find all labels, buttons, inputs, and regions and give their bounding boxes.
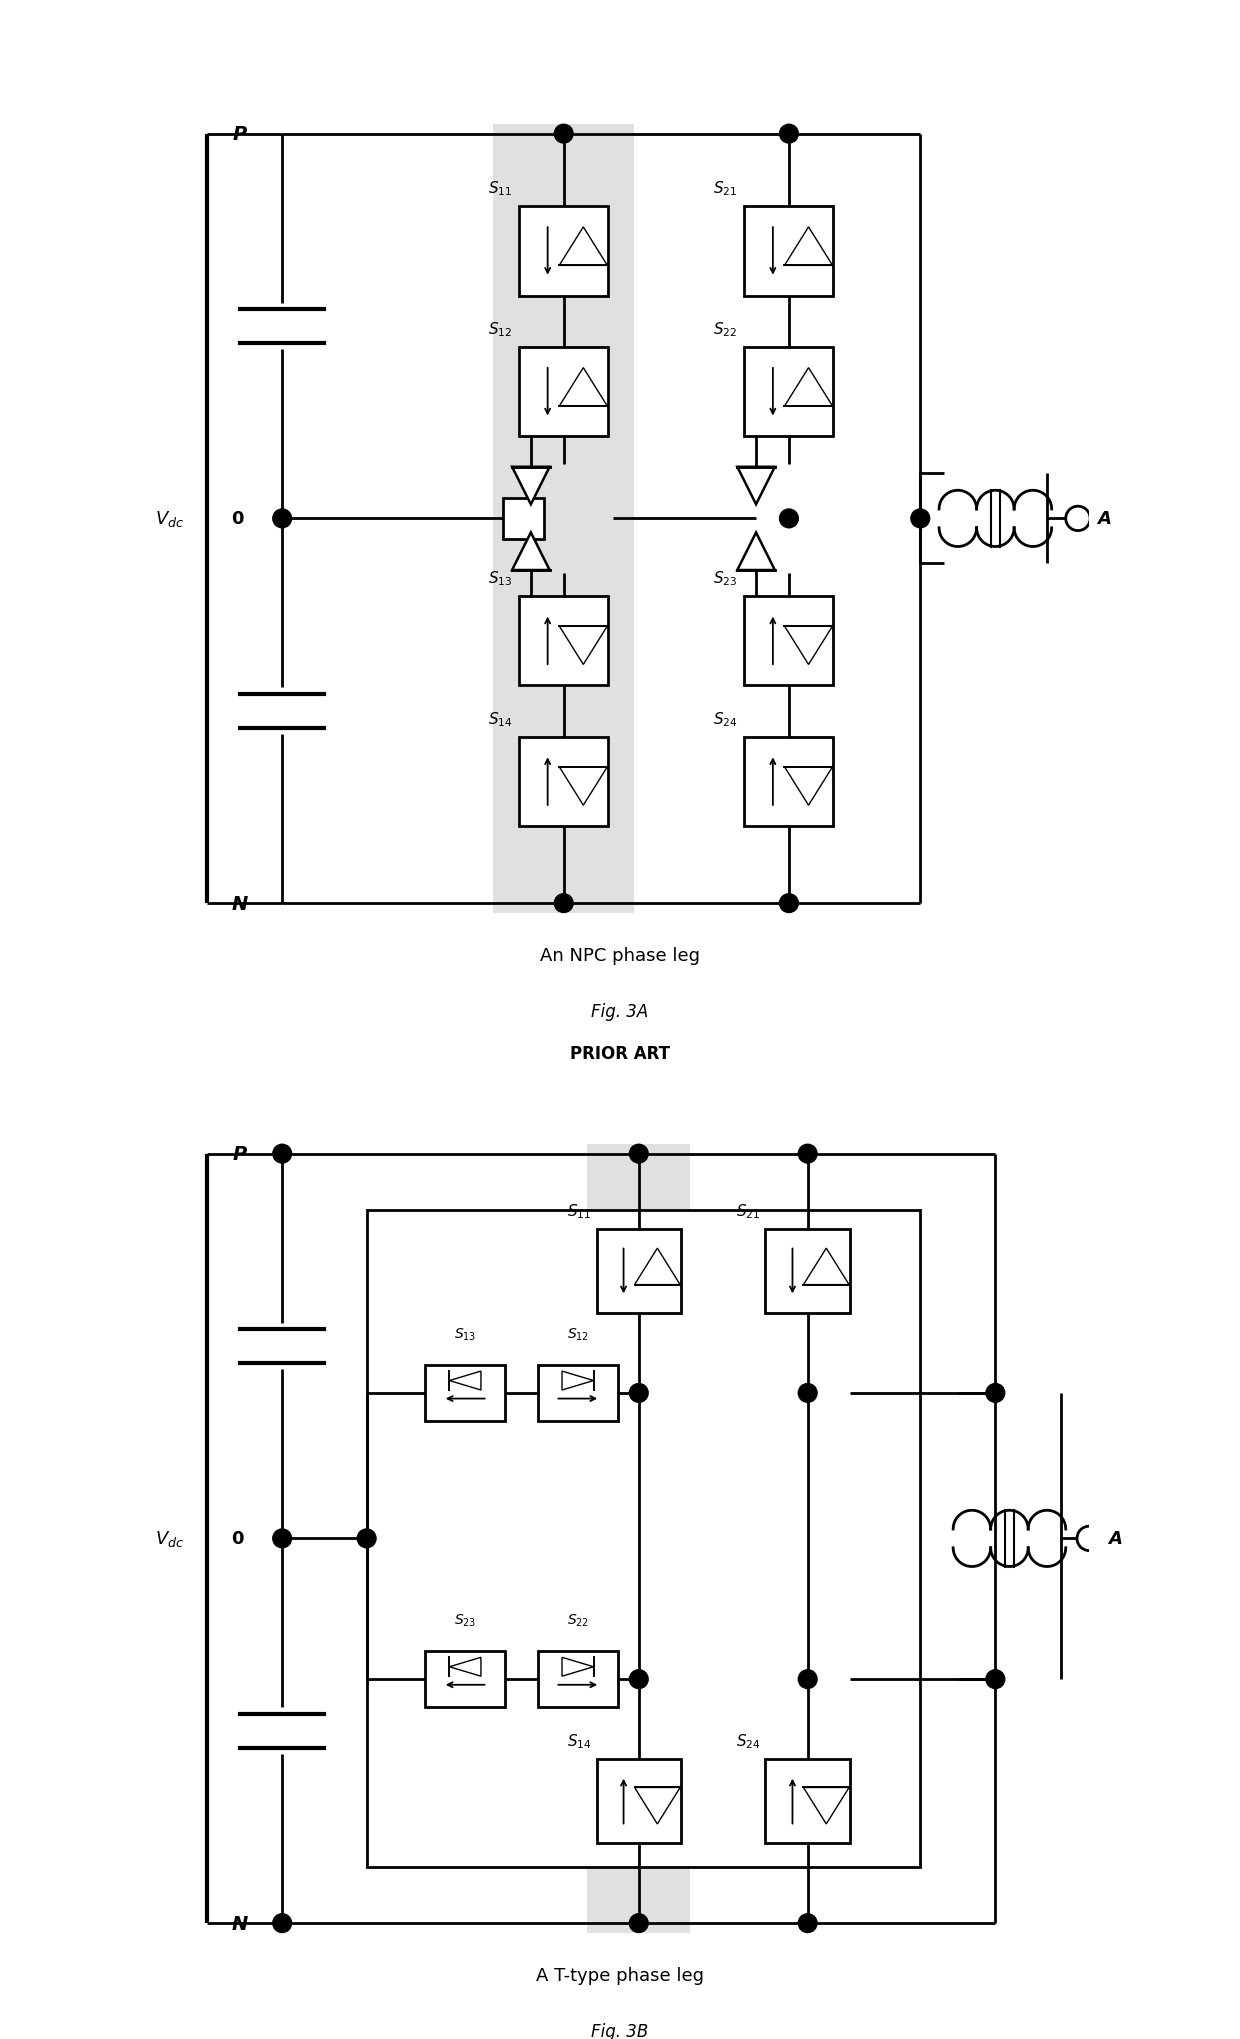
Bar — [520, 349, 609, 436]
Text: Fig. 3B: Fig. 3B — [591, 2023, 649, 2039]
Bar — [367, 1211, 920, 1868]
Text: $S_{14}$: $S_{14}$ — [487, 710, 512, 728]
Polygon shape — [559, 626, 608, 665]
Circle shape — [986, 1384, 1004, 1403]
Circle shape — [799, 1915, 817, 1933]
Text: 0: 0 — [231, 1529, 243, 1548]
Polygon shape — [559, 369, 608, 408]
Circle shape — [1078, 1527, 1101, 1552]
Text: $S_{23}$: $S_{23}$ — [454, 1613, 476, 1629]
Text: N: N — [232, 895, 248, 913]
Circle shape — [799, 1144, 817, 1164]
Polygon shape — [785, 228, 832, 267]
Text: An NPC phase leg: An NPC phase leg — [539, 946, 701, 964]
Circle shape — [273, 1144, 291, 1164]
Circle shape — [799, 1384, 817, 1403]
Text: $S_{12}$: $S_{12}$ — [567, 1325, 589, 1342]
Bar — [588, 1144, 691, 1933]
Text: P: P — [233, 124, 247, 145]
Circle shape — [1065, 508, 1090, 532]
Polygon shape — [804, 1248, 849, 1285]
Circle shape — [630, 1384, 649, 1403]
Polygon shape — [562, 1658, 594, 1676]
Polygon shape — [738, 467, 775, 506]
Bar — [520, 738, 609, 826]
Bar — [538, 1366, 618, 1421]
Bar — [744, 208, 833, 296]
Circle shape — [986, 1670, 1004, 1688]
Text: $S_{23}$: $S_{23}$ — [713, 569, 738, 587]
Polygon shape — [562, 1372, 594, 1391]
Circle shape — [273, 1915, 291, 1933]
Text: N: N — [232, 1915, 248, 1933]
Bar — [425, 1366, 505, 1421]
Circle shape — [780, 510, 799, 528]
Circle shape — [273, 1529, 291, 1548]
Circle shape — [630, 1144, 649, 1164]
Text: $V_{dc}$: $V_{dc}$ — [155, 1529, 184, 1550]
Bar — [425, 1652, 505, 1707]
Text: $S_{21}$: $S_{21}$ — [713, 179, 738, 198]
Bar — [596, 1760, 681, 1843]
Bar — [520, 597, 609, 685]
Text: $S_{24}$: $S_{24}$ — [735, 1731, 760, 1752]
Bar — [538, 1652, 618, 1707]
Bar — [744, 597, 833, 685]
Text: $S_{11}$: $S_{11}$ — [567, 1201, 591, 1221]
Text: $V_{dc}$: $V_{dc}$ — [155, 510, 184, 530]
Circle shape — [630, 1915, 649, 1933]
Circle shape — [554, 124, 573, 145]
Text: $S_{22}$: $S_{22}$ — [567, 1613, 589, 1629]
Polygon shape — [449, 1372, 481, 1391]
Text: PRIOR ART: PRIOR ART — [570, 1044, 670, 1062]
Text: A T-type phase leg: A T-type phase leg — [536, 1966, 704, 1984]
Text: 0: 0 — [231, 510, 243, 528]
Text: $S_{12}$: $S_{12}$ — [487, 320, 512, 338]
Circle shape — [273, 510, 291, 528]
Polygon shape — [559, 767, 608, 805]
Text: Fig. 3A: Fig. 3A — [591, 1003, 649, 1022]
Polygon shape — [785, 767, 832, 805]
Text: $S_{22}$: $S_{22}$ — [713, 320, 738, 338]
Circle shape — [780, 895, 799, 913]
Circle shape — [630, 1670, 649, 1688]
Polygon shape — [559, 228, 608, 267]
Bar — [765, 1230, 849, 1313]
Polygon shape — [738, 532, 775, 571]
Text: P: P — [233, 1144, 247, 1164]
Polygon shape — [512, 532, 549, 571]
Polygon shape — [449, 1658, 481, 1676]
Polygon shape — [512, 467, 549, 506]
Polygon shape — [804, 1788, 849, 1825]
Polygon shape — [785, 626, 832, 665]
Bar — [744, 349, 833, 436]
Text: $S_{24}$: $S_{24}$ — [713, 710, 738, 728]
Text: $S_{13}$: $S_{13}$ — [487, 569, 512, 587]
Polygon shape — [785, 369, 832, 408]
Circle shape — [357, 1529, 376, 1548]
Circle shape — [554, 895, 573, 913]
Polygon shape — [635, 1248, 681, 1285]
Polygon shape — [635, 1788, 681, 1825]
Text: $S_{21}$: $S_{21}$ — [735, 1201, 760, 1221]
Text: $S_{14}$: $S_{14}$ — [567, 1731, 591, 1752]
Text: $S_{11}$: $S_{11}$ — [487, 179, 512, 198]
Bar — [596, 1230, 681, 1313]
Text: A: A — [1096, 510, 1111, 528]
Text: $S_{13}$: $S_{13}$ — [454, 1325, 476, 1342]
Bar — [520, 208, 609, 296]
Bar — [744, 738, 833, 826]
Circle shape — [780, 124, 799, 145]
Bar — [494, 124, 634, 913]
Bar — [765, 1760, 849, 1843]
Bar — [376, 1625, 691, 1733]
Bar — [502, 498, 544, 540]
Text: A: A — [1109, 1529, 1122, 1548]
Circle shape — [799, 1670, 817, 1688]
Bar — [376, 1340, 691, 1448]
Circle shape — [911, 510, 930, 528]
